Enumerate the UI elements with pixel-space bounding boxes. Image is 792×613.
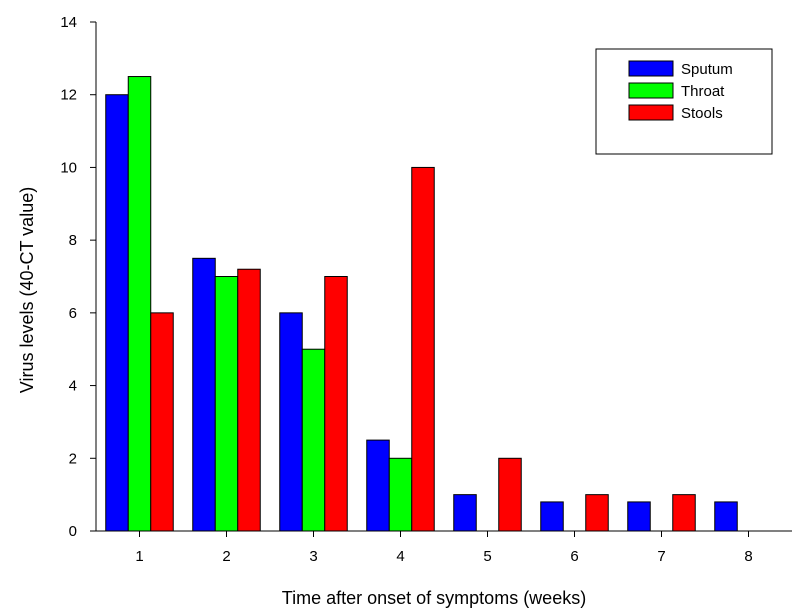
legend-box (595, 48, 773, 155)
legend-label-throat: Throat (681, 83, 725, 100)
y-tick-label: 8 (69, 232, 77, 249)
bar-sputum-8 (714, 501, 738, 532)
legend-swatch-throat (628, 82, 674, 99)
bar-stools-2 (237, 268, 261, 532)
x-tick-label: 7 (657, 548, 665, 565)
legend-swatch-sputum (628, 60, 674, 77)
bar-sputum-1 (105, 94, 129, 532)
x-tick-label: 5 (483, 548, 491, 565)
y-tick-label: 2 (69, 450, 77, 467)
y-tick-label: 6 (69, 305, 77, 322)
x-tick-label: 4 (396, 548, 404, 565)
y-tick-label: 10 (60, 159, 77, 176)
bar-stools-3 (324, 276, 348, 532)
bar-sputum-4 (366, 439, 390, 532)
x-tick-label: 3 (309, 548, 317, 565)
bar-throat-2 (214, 276, 239, 532)
bars-group (105, 76, 738, 532)
bar-sputum-5 (453, 494, 477, 532)
bar-stools-1 (150, 312, 174, 532)
x-tick-label: 1 (135, 548, 143, 565)
bar-stools-7 (672, 494, 696, 532)
bar-stools-5 (498, 457, 522, 532)
x-tick-label: 8 (744, 548, 752, 565)
y-tick-label: 4 (69, 378, 77, 395)
bar-throat-4 (388, 457, 413, 532)
y-tick-label: 14 (60, 14, 77, 31)
bar-sputum-3 (279, 312, 303, 532)
bar-sputum-2 (192, 257, 216, 532)
bar-sputum-7 (627, 501, 651, 532)
y-tick-label: 12 (60, 87, 77, 104)
bar-throat-1 (127, 76, 152, 532)
legend: Sputum Throat Stools (595, 48, 773, 155)
y-axis-title: Virus levels (40-CT value) (17, 187, 37, 393)
legend-swatch-stools (628, 104, 674, 121)
legend-label-sputum: Sputum (681, 61, 733, 78)
bar-stools-6 (585, 494, 609, 532)
bar-sputum-6 (540, 501, 564, 532)
x-axis-title: Time after onset of symptoms (weeks) (282, 588, 586, 608)
y-tick-label: 0 (69, 523, 77, 540)
x-tick-label: 2 (222, 548, 230, 565)
x-tick-label: 6 (570, 548, 578, 565)
legend-label-stools: Stools (681, 105, 723, 122)
bar-throat-3 (301, 348, 326, 532)
bar-stools-4 (411, 166, 435, 532)
